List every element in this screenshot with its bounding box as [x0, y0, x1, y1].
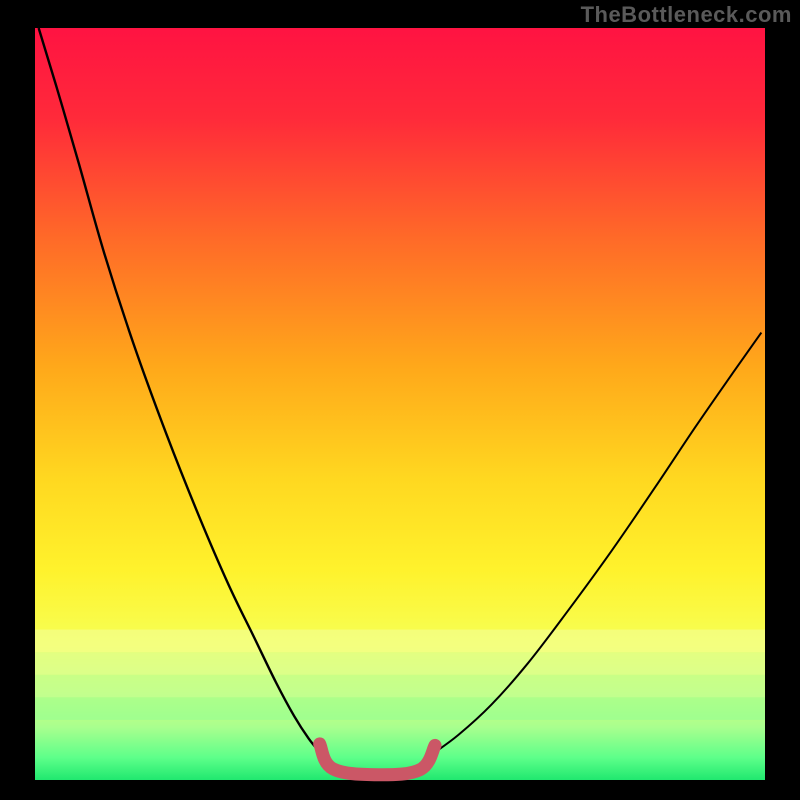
- chart-frame: TheBottleneck.com: [0, 0, 800, 800]
- bottleneck-chart: [0, 0, 800, 800]
